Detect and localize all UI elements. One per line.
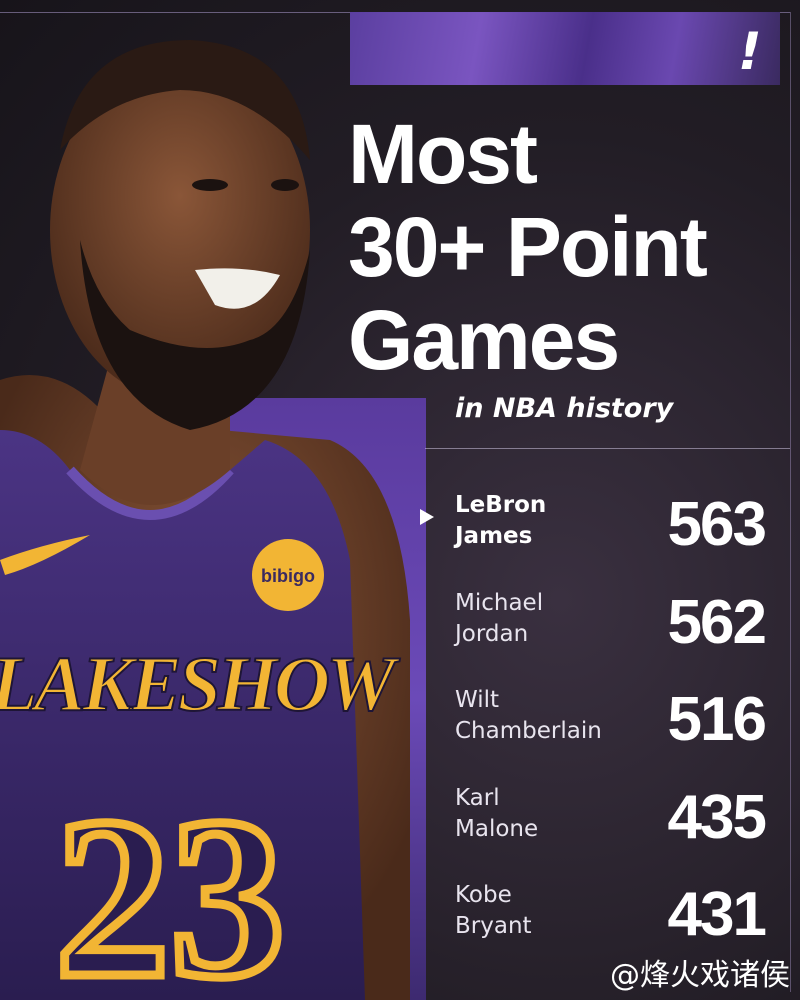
jersey-lettering: LAKESHOW [0, 640, 400, 727]
point-games-value: 435 [667, 783, 767, 852]
ranking-row: Kobe Bryant 431 [425, 870, 767, 960]
player-photo: bibigo LAKESHOW 23 [0, 40, 410, 1000]
ranking-row: Wilt Chamberlain 516 [425, 675, 767, 765]
ranking-row: Karl Malone 435 [425, 773, 767, 863]
title-line: Most [348, 107, 538, 201]
jersey-number: 23 [55, 770, 285, 1000]
point-games-value: 516 [667, 685, 767, 754]
point-games-value: 562 [667, 588, 767, 657]
ranking-row: LeBron James 563 [420, 480, 767, 570]
ranking-row: Michael Jordan 562 [425, 578, 767, 668]
subtitle: in NBA history [455, 393, 674, 424]
player-name: Wilt Chamberlain [455, 687, 602, 744]
point-games-value: 431 [667, 880, 767, 949]
watermark: @烽火戏诸侯 [610, 958, 790, 993]
divider [425, 448, 790, 449]
player-name: Kobe Bryant [455, 882, 532, 939]
point-games-value: 563 [667, 490, 767, 559]
highlight-triangle-icon [420, 509, 434, 525]
title-line: Games [348, 293, 620, 387]
player-name: LeBron James [455, 492, 547, 549]
brand-logo: ! [738, 22, 762, 82]
page-title: Most 30+ Point Games [348, 107, 708, 387]
title-line: 30+ Point [348, 200, 708, 294]
patch-logo: bibigo [261, 566, 315, 586]
player-name: Karl Malone [455, 785, 539, 842]
frame-line-right [790, 12, 791, 992]
player-name: Michael Jordan [455, 590, 544, 647]
top-purple-banner [350, 12, 780, 85]
